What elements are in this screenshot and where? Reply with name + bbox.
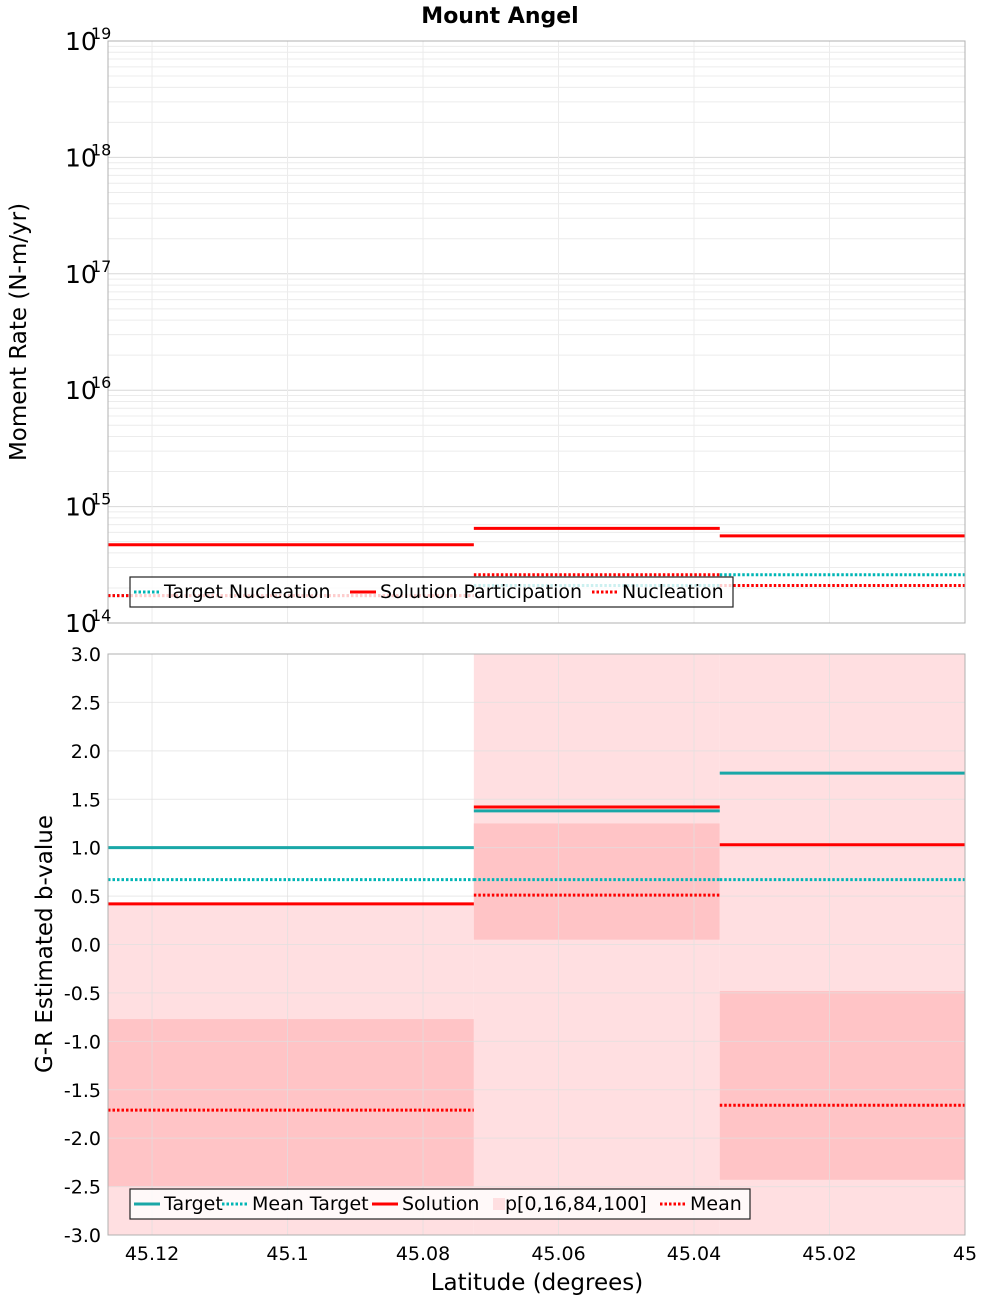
legend-label-p-0-16-84-100: p[0,16,84,100]	[505, 1193, 647, 1215]
legend-label-solution-participation: Solution Participation	[380, 581, 582, 603]
band-p16-p84	[108, 1019, 474, 1187]
latitude-x-axis-label: Latitude (degrees)	[431, 1270, 644, 1296]
b-value-y-tick-label: 0.5	[71, 886, 101, 908]
moment-rate-plot-area	[108, 41, 965, 623]
b-value-y-tick-label: 2.0	[71, 741, 101, 763]
legend-label-solution: Solution	[402, 1193, 479, 1215]
b-value-panel: 3.0 2.5 2.0 1.5 1.0 0.5 0.0 -0.5 -1.0 -1.5 -2.0 -2.…	[32, 644, 977, 1296]
latitude-x-tick-label: 45.12	[125, 1243, 179, 1265]
moment-rate-y-tick-exponent: 19	[91, 24, 111, 43]
moment-rate-y-tick-label: 10	[65, 609, 97, 638]
moment-rate-y-tick-exponent: 17	[91, 257, 111, 276]
moment-rate-y-tick-label: 10	[65, 493, 97, 522]
latitude-x-tick-label: 45.1	[266, 1243, 308, 1265]
latitude-x-tick-label: 45.04	[667, 1243, 721, 1265]
moment-rate-y-tick-label: 10	[65, 143, 97, 172]
moment-rate-y-tick-label: 10	[65, 376, 97, 405]
moment-rate-grid	[108, 41, 966, 624]
b-value-y-tick-label: 1.5	[71, 789, 101, 811]
moment-rate-y-axis-label: Moment Rate (N-m/yr)	[6, 203, 32, 461]
latitude-x-tick-label: 45.06	[531, 1243, 585, 1265]
band-p16-p84	[719, 990, 965, 1180]
b-value-y-tick-label: 3.0	[71, 644, 101, 666]
moment-rate-y-tick-exponent: 14	[91, 606, 111, 625]
legend-label-target-nucleation: Target Nucleation	[163, 581, 331, 603]
b-value-series	[108, 771, 965, 1112]
legend-label-mean: Mean	[690, 1193, 742, 1215]
chart-title: Mount Angel	[421, 4, 578, 29]
b-value-y-tick-label: -1.0	[64, 1031, 101, 1053]
moment-rate-y-tick-exponent: 16	[91, 373, 111, 392]
b-value-y-tick-label: -0.5	[64, 983, 101, 1005]
b-value-y-tick-label: -3.0	[64, 1225, 101, 1247]
b-value-plot-frame	[107, 653, 966, 1236]
moment-rate-y-tick-label: 10	[65, 27, 97, 56]
b-value-y-tick-label: -2.0	[64, 1128, 101, 1150]
b-value-y-tick-label: -1.5	[64, 1080, 101, 1102]
b-value-y-tick-label: 0.0	[71, 935, 101, 957]
b-value-y-tick-label: -2.5	[64, 1177, 101, 1199]
latitude-x-tick-label: 45.08	[396, 1243, 450, 1265]
latitude-x-tick-label: 45	[953, 1243, 977, 1265]
latitude-x-ticks: 45.12 45.1 45.08 45.06 45.04 45.02 45	[125, 1243, 977, 1265]
b-value-y-tick-label: 1.0	[71, 838, 101, 860]
moment-rate-y-tick-label: 10	[65, 260, 97, 289]
b-value-y-axis-label: G-R Estimated b-value	[32, 815, 58, 1073]
b-value-y-ticks: 3.0 2.5 2.0 1.5 1.0 0.5 0.0 -0.5 -1.0 -1.5 -2.0 -2.…	[64, 644, 101, 1247]
moment-rate-y-tick-exponent: 15	[91, 490, 111, 509]
legend-box	[129, 576, 734, 608]
legend-label-target: Target	[163, 1193, 223, 1215]
b-value-y-tick-label: 2.5	[71, 692, 101, 714]
b-value-legend: Target Mean Target Solution p[0,16,84,100] M…	[129, 1188, 751, 1220]
legend-label-mean-target: Mean Target	[252, 1193, 369, 1215]
band-p16-p84	[473, 823, 720, 940]
moment-rate-plot-frame	[107, 40, 966, 624]
moment-rate-y-tick-exponent: 18	[91, 140, 111, 159]
latitude-x-tick-label: 45.02	[802, 1243, 856, 1265]
moment-rate-legend: Target Nucleation Solution Participation N…	[129, 576, 734, 608]
legend-label-nucleation: Nucleation	[622, 581, 724, 603]
legend-swatch-p-0-16-84-100	[493, 1198, 505, 1210]
